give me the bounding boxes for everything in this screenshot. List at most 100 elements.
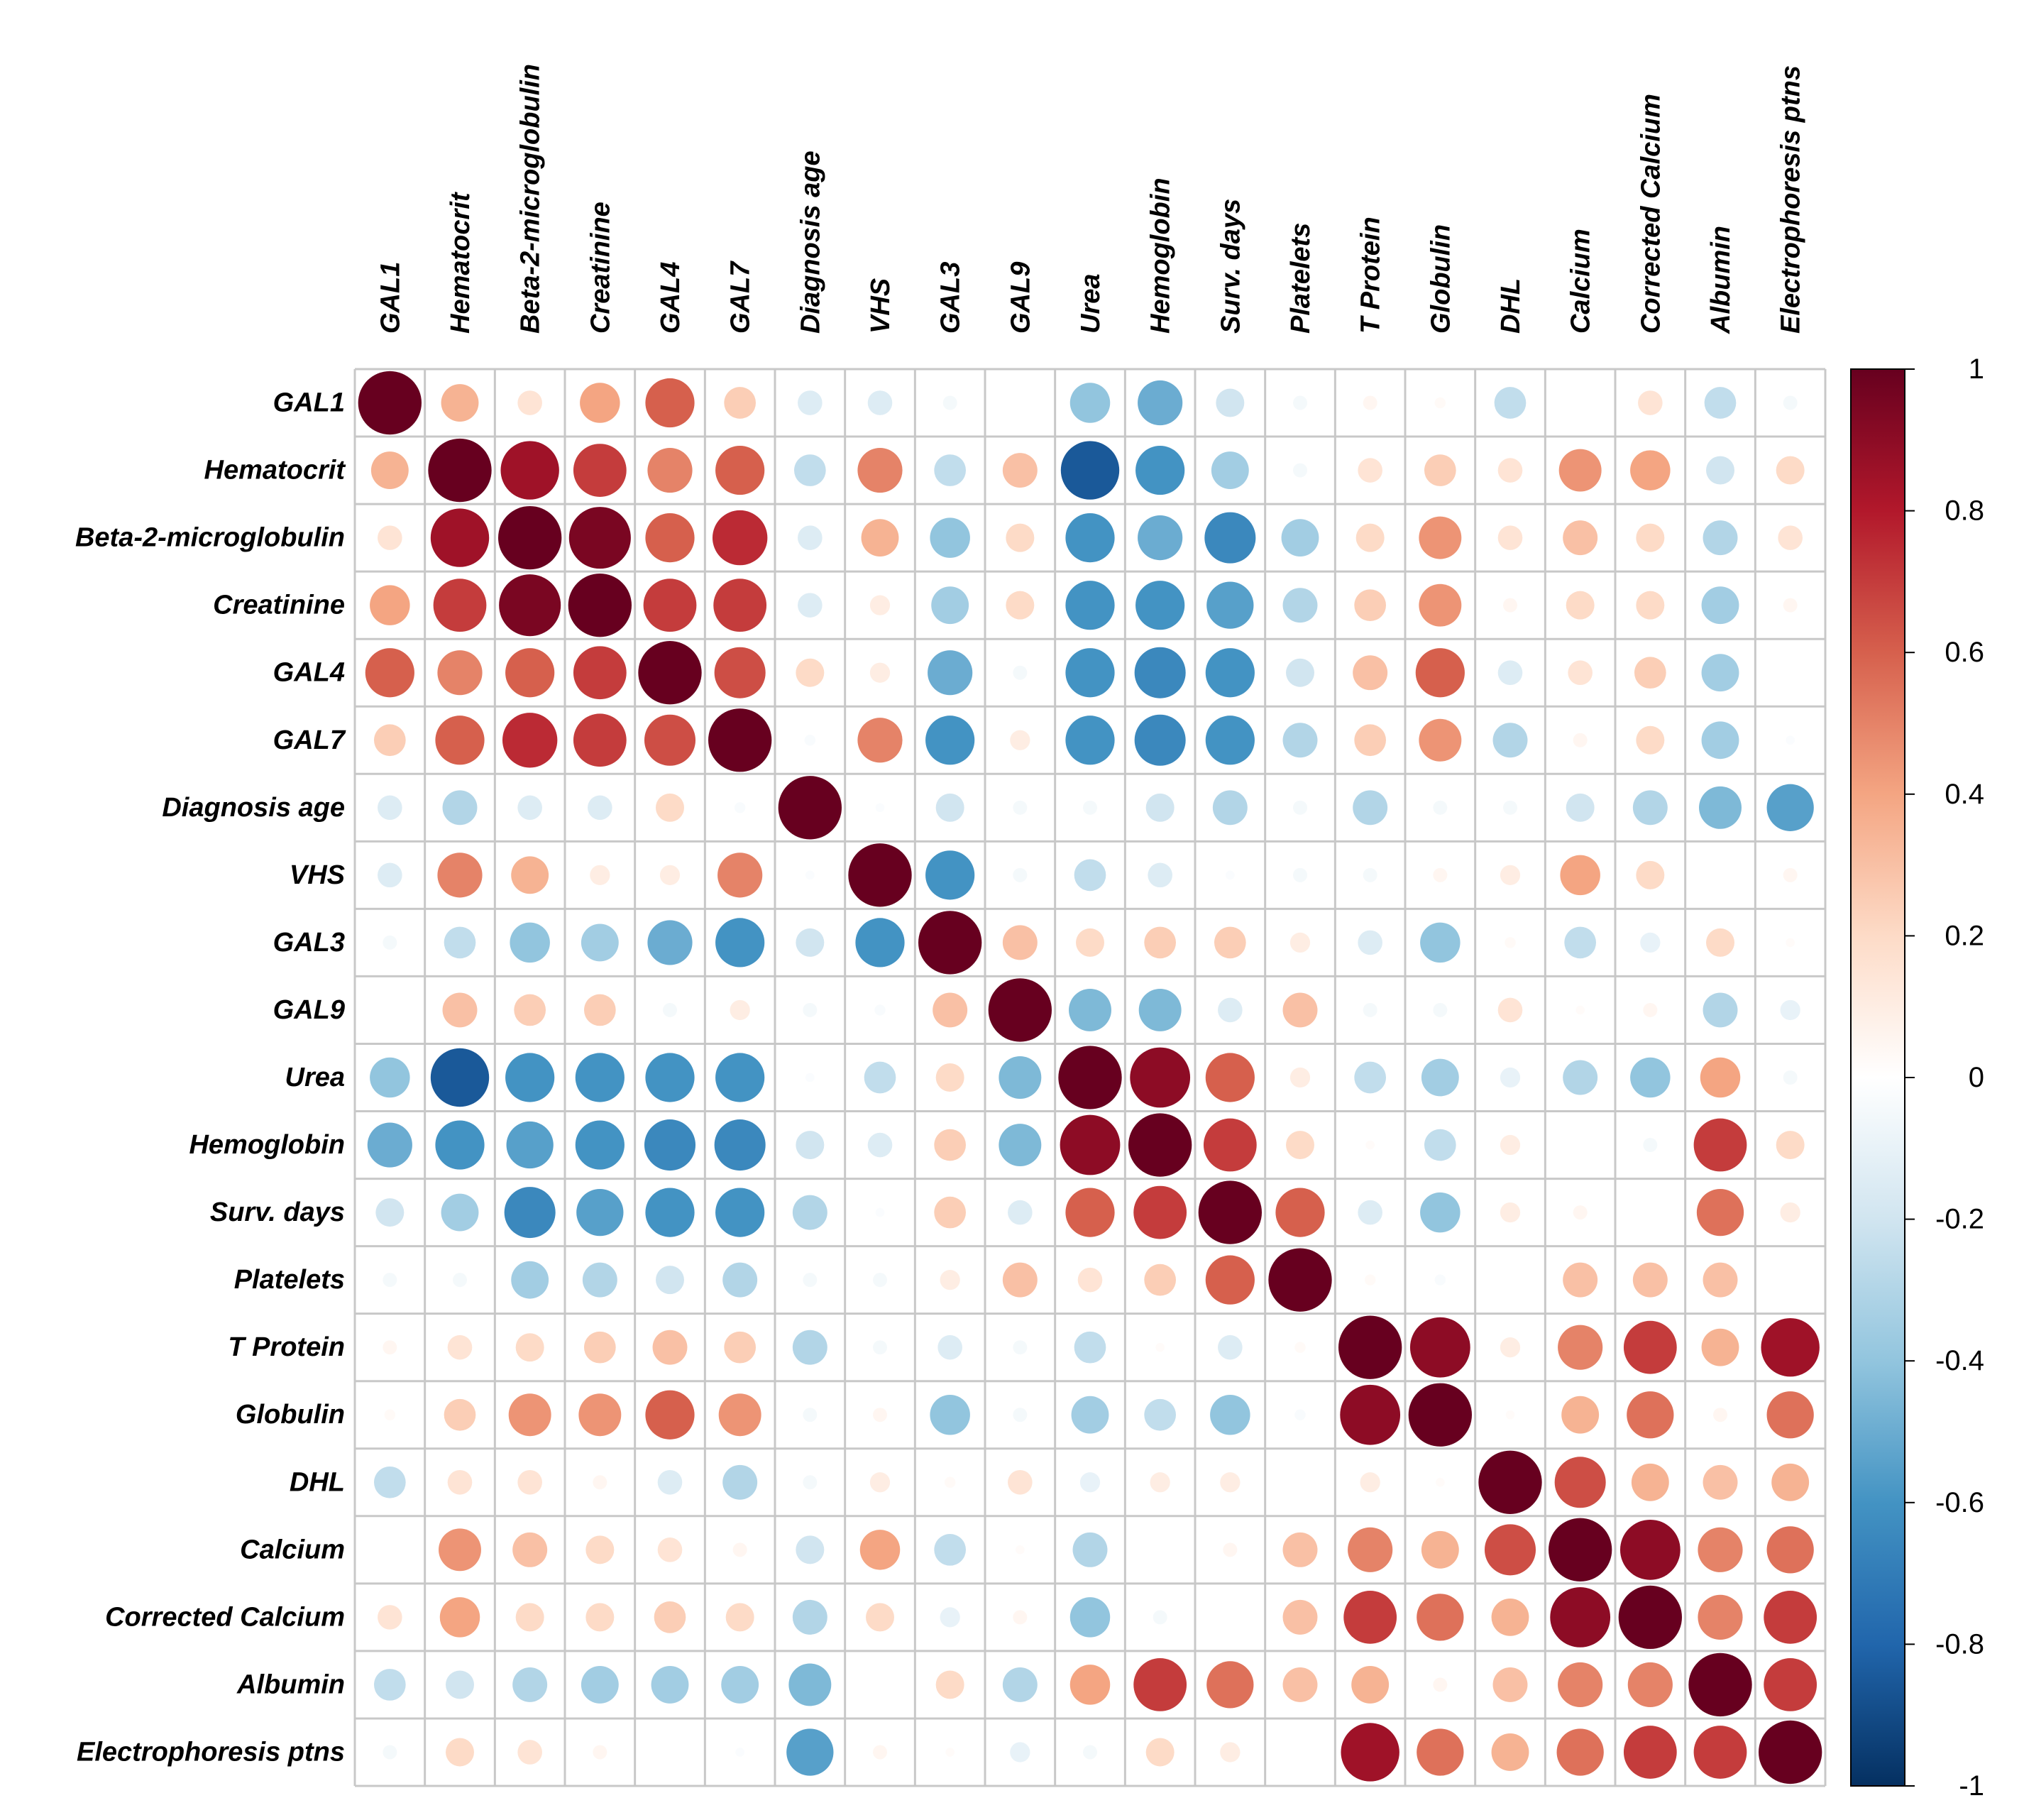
corr-circle-20-10 bbox=[1083, 1745, 1097, 1760]
row-label: Creatinine bbox=[213, 591, 345, 620]
corr-circle-9-3 bbox=[583, 994, 616, 1026]
corr-circle-2-6 bbox=[798, 525, 823, 550]
corr-circle-8-7 bbox=[855, 918, 905, 967]
corr-circle-15-9 bbox=[1013, 1408, 1028, 1422]
corr-circle-15-12 bbox=[1210, 1394, 1250, 1435]
corr-circle-10-12 bbox=[1205, 1053, 1255, 1102]
corr-circle-4-1 bbox=[437, 650, 483, 696]
corr-circle-9-6 bbox=[803, 1002, 818, 1017]
corr-circle-0-15 bbox=[1434, 397, 1446, 409]
corr-circle-9-14 bbox=[1363, 1002, 1377, 1017]
corr-circle-0-19 bbox=[1704, 387, 1737, 419]
corr-circle-3-15 bbox=[1419, 583, 1462, 627]
corr-circle-10-6 bbox=[805, 1073, 815, 1082]
corr-circle-1-0 bbox=[370, 451, 409, 490]
corr-circle-0-4 bbox=[645, 378, 695, 428]
corr-circle-19-6 bbox=[788, 1663, 832, 1706]
corr-circle-12-8 bbox=[934, 1196, 967, 1229]
corr-circle-0-0 bbox=[358, 371, 422, 435]
corr-circle-17-14 bbox=[1348, 1527, 1393, 1572]
corr-circle-9-12 bbox=[1218, 997, 1243, 1023]
row-label: Beta-2-microglobulin bbox=[75, 523, 345, 553]
corr-circle-6-3 bbox=[588, 795, 612, 821]
corr-circle-7-20 bbox=[1783, 867, 1798, 882]
row-label: GAL3 bbox=[273, 928, 345, 958]
colorbar-tick-label: -0.6 bbox=[1935, 1487, 1984, 1518]
corr-circle-1-11 bbox=[1135, 445, 1185, 495]
corr-circle-0-6 bbox=[798, 390, 823, 415]
corr-circle-2-1 bbox=[430, 508, 490, 567]
corr-circle-0-10 bbox=[1069, 383, 1111, 423]
corr-circle-6-6 bbox=[778, 776, 842, 840]
corr-circle-14-9 bbox=[1013, 1340, 1028, 1355]
corr-circle-16-6 bbox=[803, 1475, 818, 1490]
corr-circle-1-12 bbox=[1211, 451, 1249, 490]
corr-circle-12-7 bbox=[875, 1207, 885, 1217]
corr-circle-19-10 bbox=[1069, 1665, 1111, 1705]
corr-circle-5-16 bbox=[1492, 723, 1528, 758]
corr-circle-2-15 bbox=[1419, 516, 1462, 559]
corr-circle-7-16 bbox=[1500, 865, 1521, 885]
corr-circle-18-0 bbox=[378, 1605, 402, 1630]
corr-circle-19-5 bbox=[721, 1665, 759, 1704]
corr-circle-12-3 bbox=[576, 1188, 624, 1237]
corr-circle-12-20 bbox=[1780, 1202, 1800, 1223]
corr-circle-13-4 bbox=[656, 1266, 684, 1295]
corr-circle-16-14 bbox=[1360, 1472, 1380, 1493]
corr-circle-20-0 bbox=[383, 1745, 397, 1760]
column-label: VHS bbox=[866, 278, 896, 334]
colorbar-tick-label: 0 bbox=[1969, 1062, 1984, 1093]
corr-circle-6-20 bbox=[1766, 784, 1814, 831]
corr-circle-10-9 bbox=[999, 1056, 1042, 1099]
corr-circle-5-1 bbox=[435, 716, 485, 765]
corr-circle-15-2 bbox=[508, 1393, 551, 1437]
corr-circle-5-3 bbox=[573, 713, 627, 767]
row-label: GAL1 bbox=[273, 388, 345, 418]
corr-circle-12-17 bbox=[1573, 1205, 1588, 1220]
corr-circle-15-7 bbox=[873, 1408, 887, 1422]
corr-circle-19-2 bbox=[512, 1667, 548, 1702]
corr-circle-14-6 bbox=[792, 1330, 827, 1365]
corr-circle-1-10 bbox=[1060, 441, 1120, 500]
corr-circle-1-9 bbox=[1002, 453, 1038, 488]
corr-circle-20-20 bbox=[1758, 1720, 1822, 1785]
corr-circle-12-4 bbox=[645, 1188, 695, 1237]
corr-circle-17-1 bbox=[439, 1528, 481, 1572]
corr-circle-9-2 bbox=[514, 994, 546, 1026]
corr-circle-5-2 bbox=[502, 713, 558, 768]
corr-circle-1-5 bbox=[715, 445, 765, 495]
corr-circle-11-11 bbox=[1128, 1113, 1192, 1177]
corr-circle-5-11 bbox=[1134, 714, 1186, 766]
corr-circle-3-4 bbox=[643, 579, 697, 632]
corr-circle-18-11 bbox=[1153, 1610, 1167, 1625]
corr-circle-11-14 bbox=[1365, 1140, 1375, 1150]
column-label: Hemoglobin bbox=[1146, 177, 1176, 334]
corr-circle-6-11 bbox=[1145, 793, 1175, 822]
corr-circle-9-16 bbox=[1497, 997, 1523, 1023]
corr-circle-20-12 bbox=[1220, 1742, 1241, 1763]
row-label: Calcium bbox=[240, 1535, 345, 1564]
corr-circle-10-2 bbox=[505, 1053, 555, 1102]
colorbar-tick-label: -0.2 bbox=[1935, 1204, 1984, 1235]
corr-circle-16-7 bbox=[869, 1472, 891, 1493]
corr-circle-18-9 bbox=[1013, 1610, 1028, 1625]
corr-circle-13-15 bbox=[1434, 1274, 1446, 1285]
corr-circle-10-1 bbox=[430, 1048, 490, 1107]
corr-circle-0-1 bbox=[441, 384, 479, 422]
corr-circle-16-5 bbox=[722, 1464, 758, 1500]
cells bbox=[358, 371, 1822, 1785]
corr-circle-1-20 bbox=[1776, 456, 1805, 485]
corr-circle-7-4 bbox=[659, 865, 681, 885]
corr-circle-14-2 bbox=[515, 1333, 544, 1362]
corr-circle-0-8 bbox=[942, 395, 957, 410]
corr-circle-11-4 bbox=[644, 1119, 696, 1171]
corr-circle-7-10 bbox=[1074, 859, 1106, 892]
corr-circle-6-8 bbox=[935, 793, 964, 822]
corr-circle-2-19 bbox=[1703, 520, 1738, 556]
corr-circle-13-0 bbox=[383, 1273, 397, 1288]
column-label: GAL9 bbox=[1006, 262, 1035, 334]
corr-circle-3-11 bbox=[1135, 581, 1185, 630]
corr-circle-6-1 bbox=[442, 790, 478, 826]
corr-circle-17-19 bbox=[1698, 1527, 1743, 1572]
corr-circle-4-8 bbox=[928, 650, 973, 696]
